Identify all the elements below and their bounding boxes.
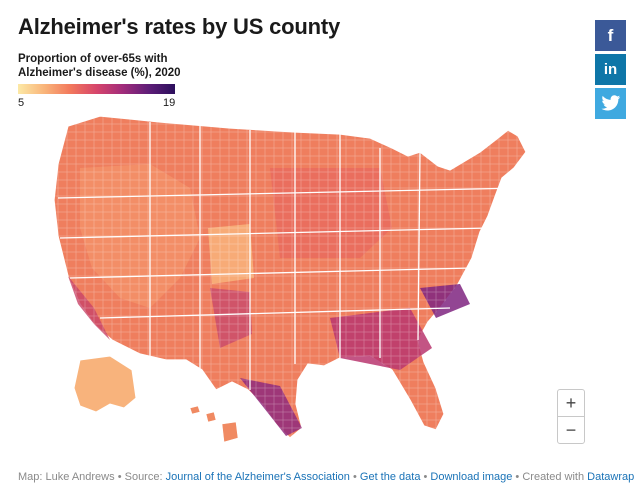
created-prefix: Created with xyxy=(522,471,585,483)
source-link[interactable]: Journal of the Alzheimer's Association xyxy=(165,471,350,483)
legend-title-line2: Alzheimer's disease (%), 2020 xyxy=(18,67,181,79)
us-county-choropleth-map[interactable] xyxy=(40,108,550,453)
linkedin-share-button[interactable]: in xyxy=(595,54,626,85)
twitter-share-button[interactable] xyxy=(595,88,626,119)
linkedin-icon: in xyxy=(603,61,618,78)
zoom-in-button[interactable]: + xyxy=(557,389,585,417)
zoom-out-button[interactable]: − xyxy=(557,416,585,444)
separator: • xyxy=(117,471,122,483)
datawrapper-link[interactable]: Datawrapper xyxy=(587,471,634,483)
footer: Map: Luke Andrews • Source: Journal of t… xyxy=(18,471,634,483)
map-credit: Map: Luke Andrews xyxy=(18,471,115,483)
chart-title: Alzheimer's rates by US county xyxy=(18,14,341,39)
us-county-grid xyxy=(54,116,526,438)
alaska xyxy=(73,355,137,413)
facebook-icon: f xyxy=(607,25,614,45)
source-prefix: Source: xyxy=(124,471,163,483)
separator: • xyxy=(352,471,357,483)
download-image-link[interactable]: Download image xyxy=(430,471,513,483)
get-data-link[interactable]: Get the data xyxy=(359,471,421,483)
legend-min-label: 5 xyxy=(18,97,25,109)
separator: • xyxy=(423,471,428,483)
legend-title-line1: Proportion of over-65s with xyxy=(18,53,168,65)
state-borders xyxy=(57,122,521,390)
contiguous-us xyxy=(53,115,527,439)
legend-max-label: 19 xyxy=(163,97,176,109)
hawaii xyxy=(189,405,239,443)
legend-color-scale xyxy=(18,84,175,94)
separator: • xyxy=(515,471,520,483)
facebook-share-button[interactable]: f xyxy=(595,20,626,51)
legend-title: Proportion of over-65s with Alzheimer's … xyxy=(18,52,208,80)
twitter-icon xyxy=(601,95,620,111)
